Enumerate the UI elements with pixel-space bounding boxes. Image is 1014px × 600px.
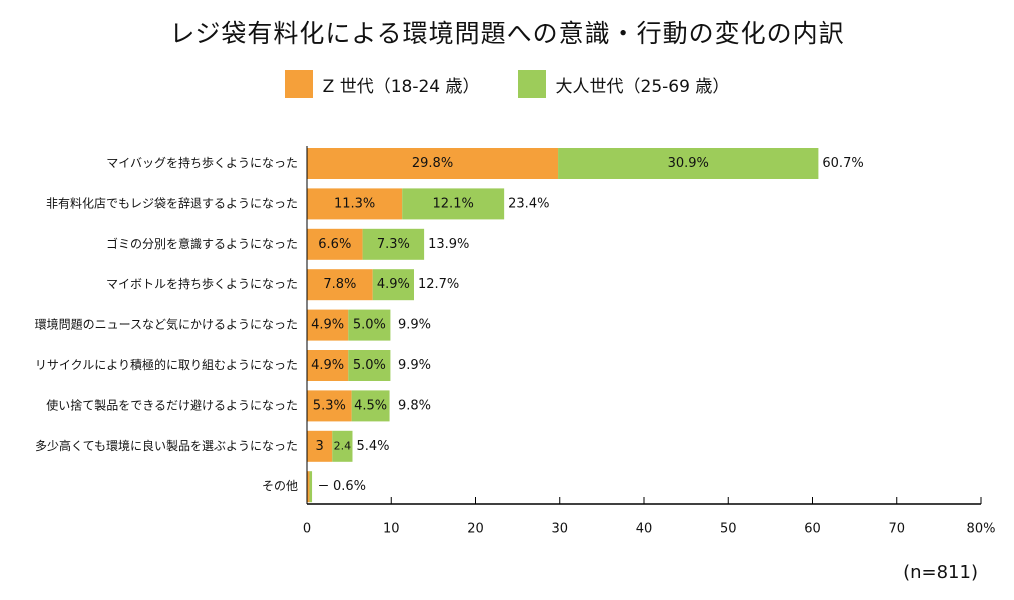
x-tick-label: 0 (303, 522, 311, 537)
bar-segment-gen-z (307, 350, 349, 381)
category-label: マイバッグを持ち歩くようになった (106, 155, 298, 170)
category-label: マイボトルを持ち歩くようになった (106, 276, 298, 291)
legend-item-adult: 大人世代（25-69 歳） (517, 70, 730, 98)
other-marker: ー (318, 480, 329, 493)
category-label: 環境問題のニュースなど気にかけるようになった (35, 317, 298, 332)
bar-segment-gen-z (307, 471, 310, 503)
x-tick-label: 30 (551, 522, 568, 537)
bar-segment-gen-z (307, 228, 363, 260)
data-label: 5.3% (313, 398, 346, 413)
x-tick-label: 60 (804, 522, 821, 537)
data-label: 7.3% (377, 237, 410, 252)
bar-segment-adult (348, 309, 391, 341)
bar-segment-adult (348, 350, 391, 381)
total-label: 5.4% (356, 439, 389, 454)
data-label: 30.9% (668, 156, 709, 171)
category-label: リサイクルにより積極的に取り組むようになった (35, 357, 298, 372)
legend: Z 世代（18-24 歳） 大人世代（25-69 歳） (0, 70, 1014, 98)
category-label: ゴミの分別を意識するようになった (106, 236, 298, 251)
legend-label-gen-z: Z 世代（18-24 歳） (322, 76, 480, 97)
bar-segment-adult (351, 390, 390, 422)
bar-segment-adult (558, 148, 819, 179)
total-label: 9.8% (398, 398, 431, 413)
bar-segment-adult (309, 471, 313, 503)
bar-segment-gen-z (307, 148, 559, 179)
sample-size-note: (n=811) (903, 562, 978, 583)
category-label: 多少高くても環境に良い製品を選ぶようになった (35, 438, 298, 453)
data-label: 6.6% (318, 237, 351, 252)
legend-item-gen-z: Z 世代（18-24 歳） (284, 70, 480, 98)
data-label: 4.9% (311, 318, 344, 333)
legend-swatch-adult (517, 70, 546, 98)
total-label: 0.6% (333, 479, 366, 494)
bar-segment-adult (362, 228, 425, 260)
data-label: 3 (315, 439, 323, 454)
bar-segment-gen-z (307, 188, 403, 220)
x-tick-label: 70 (888, 522, 905, 537)
x-tick-label: 20 (467, 522, 484, 537)
x-tick-label: 50 (720, 522, 737, 537)
bar-segment-adult (372, 269, 414, 301)
x-tick-label: 40 (636, 522, 653, 537)
bar-segment-adult (402, 188, 505, 220)
legend-swatch-gen-z (284, 70, 313, 98)
data-label: 4.9% (377, 277, 410, 292)
data-label: 5.0% (353, 318, 386, 333)
legend-label-adult: 大人世代（25-69 歳） (555, 76, 730, 97)
total-label: 60.7% (822, 156, 863, 171)
total-label: 9.9% (398, 318, 431, 333)
bar-segment-gen-z (307, 269, 373, 301)
data-label: 12.1% (433, 196, 474, 211)
data-label: 5.0% (353, 358, 386, 373)
total-label: 9.9% (398, 358, 431, 373)
bar-segment-gen-z (307, 430, 333, 462)
bar-segment-gen-z (307, 309, 349, 341)
data-label: 11.3% (334, 196, 375, 211)
category-label: 非有料化店でもレジ袋を辞退するようになった (46, 195, 298, 210)
total-label: 13.9% (428, 237, 469, 252)
x-tick-label: 80% (967, 522, 996, 537)
data-label: 4.9% (311, 358, 344, 373)
x-tick-label: 10 (383, 522, 400, 537)
category-label: 使い捨て製品をできるだけ避けるようになった (46, 397, 298, 412)
bar-segment-gen-z (307, 390, 352, 422)
chart-title: レジ袋有料化による環境問題への意識・行動の変化の内訳 (169, 19, 845, 48)
category-label: その他 (262, 479, 298, 493)
data-label: 29.8% (412, 156, 453, 171)
data-label: 7.8% (323, 277, 356, 292)
data-label: 2.4 (334, 439, 352, 452)
bar-segment-adult (332, 430, 353, 462)
data-label: 4.5% (354, 398, 387, 413)
total-label: 23.4% (508, 196, 549, 211)
total-label: 12.7% (418, 277, 459, 292)
